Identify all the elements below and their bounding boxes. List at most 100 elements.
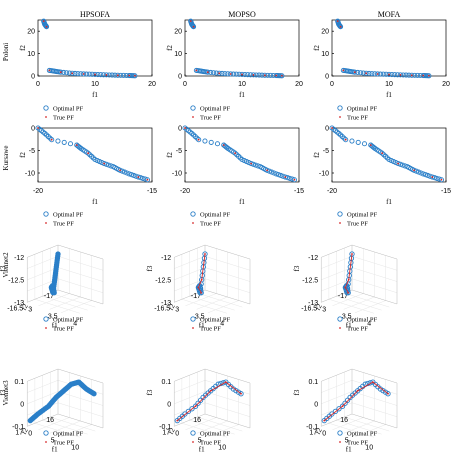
true-pf-point: [94, 73, 96, 76]
z-tick-label: -12.5: [155, 277, 171, 284]
grid-line: [27, 380, 59, 393]
z-tick-label: 0.1: [308, 379, 318, 386]
true-pf-point: [134, 74, 136, 77]
x-tick-label: 0: [175, 430, 179, 437]
optimal-pf-point: [81, 71, 87, 77]
optimal-pf-point: [140, 175, 146, 181]
grid-line: [354, 424, 386, 438]
true-pf-point: [42, 20, 45, 23]
grid-line: [181, 423, 227, 438]
grid-line: [57, 267, 104, 282]
z-tick-label: 0: [20, 401, 24, 408]
legend-optimal-label: Optimal PF: [200, 211, 231, 218]
true-pf-point: [428, 74, 430, 77]
true-pf-point: [241, 73, 243, 76]
legend-true-marker: [339, 116, 341, 118]
legend-true-marker: [339, 327, 341, 329]
optimal-pf-point: [426, 73, 432, 79]
x-tick-label: -20: [180, 188, 190, 195]
true-pf-point: [200, 291, 203, 294]
optimal-pf-point: [228, 71, 234, 77]
box-edge: [57, 244, 104, 260]
true-pf-point: [263, 74, 266, 77]
true-pf-point: [351, 253, 353, 255]
true-pf-point: [229, 73, 232, 75]
legend-true-label: True PF: [347, 325, 368, 332]
y-axis-label: f2: [313, 45, 321, 51]
optimal-pf-point: [329, 411, 335, 417]
y-tick-label: 16: [340, 417, 348, 424]
optimal-pf-point: [395, 160, 401, 167]
true-pf-point: [146, 178, 149, 181]
optimal-pf-point: [337, 24, 344, 30]
grid-line: [336, 295, 382, 311]
optimal-pf-point: [278, 172, 284, 179]
x-tick-label: 5: [51, 437, 55, 444]
true-pf-point: [365, 72, 368, 75]
true-pf-line: [344, 253, 353, 293]
x-axis-label: f1: [386, 91, 392, 99]
x-tick-label: 10: [218, 444, 226, 451]
optimal-pf-point: [386, 71, 392, 77]
legend-optimal-label: Optimal PF: [347, 430, 378, 437]
y-tick-label: 0: [325, 74, 329, 81]
axes-3d: [26, 368, 104, 438]
optimal-pf-point: [375, 71, 381, 77]
optimal-pf-point: [67, 141, 74, 147]
box-edge: [57, 368, 104, 384]
optimal-pf-point: [429, 174, 435, 180]
optimal-pf-point: [253, 162, 259, 168]
legend-optimal-marker: [337, 316, 343, 322]
optimal-pf-point: [275, 172, 282, 178]
optimal-pf-point: [248, 160, 254, 167]
y-tick-label: 10: [27, 51, 35, 58]
box-edge: [174, 244, 206, 258]
grid-line: [204, 391, 251, 406]
plot-frame: [331, 19, 447, 77]
x-tick-label: 4: [220, 320, 224, 327]
grid-line: [336, 419, 382, 435]
optimal-pf-point: [392, 72, 398, 78]
y-tick-label: 20: [321, 29, 329, 36]
x-tick-label: 3.5: [195, 313, 205, 320]
grid-line: [189, 295, 235, 311]
plot-frame: [184, 127, 300, 183]
optimal-pf-point: [51, 290, 57, 296]
row-label: Kursawe: [2, 146, 10, 171]
grid-line: [34, 299, 80, 314]
x-tick-label: -15: [441, 188, 451, 195]
true-pf-point: [440, 178, 443, 181]
optimal-pf-point: [363, 70, 369, 76]
optimal-pf-point: [122, 169, 128, 175]
optimal-pf-point: [273, 171, 279, 177]
x-tick-label: 3: [175, 306, 179, 313]
grid-line: [57, 256, 104, 271]
optimal-pf-point: [109, 72, 115, 78]
box-edge: [351, 413, 398, 429]
optimal-pf-point: [239, 71, 245, 77]
box-edge: [204, 368, 251, 384]
plot-frame: [331, 127, 447, 183]
z-tick-label: -0.1: [306, 424, 318, 431]
true-pf-point: [281, 74, 283, 77]
column-title: MOPSO: [228, 10, 256, 19]
legend-optimal-label: Optimal PF: [200, 316, 231, 323]
legend-optimal-marker: [337, 105, 343, 111]
y-tick-label: 20: [174, 29, 182, 36]
optimal-pf-point: [266, 168, 272, 174]
x-tick-label: 3.5: [342, 313, 352, 320]
plot-frame: [37, 19, 153, 77]
z-tick-label: -0.1: [12, 424, 24, 431]
true-pf-point: [410, 74, 413, 77]
true-pf-point: [339, 25, 342, 28]
grid-line: [189, 419, 235, 435]
z-axis-label: f3: [146, 389, 154, 395]
optimal-pf-point: [128, 172, 135, 178]
optimal-pf-point: [336, 406, 342, 412]
grid-line: [42, 419, 88, 435]
z-axis-label: f3: [293, 265, 301, 271]
optimal-pf-point: [385, 391, 391, 397]
z-axis-label: f3: [146, 265, 154, 271]
x-tick-label: 0: [36, 81, 40, 88]
optimal-pf-point: [425, 172, 431, 179]
